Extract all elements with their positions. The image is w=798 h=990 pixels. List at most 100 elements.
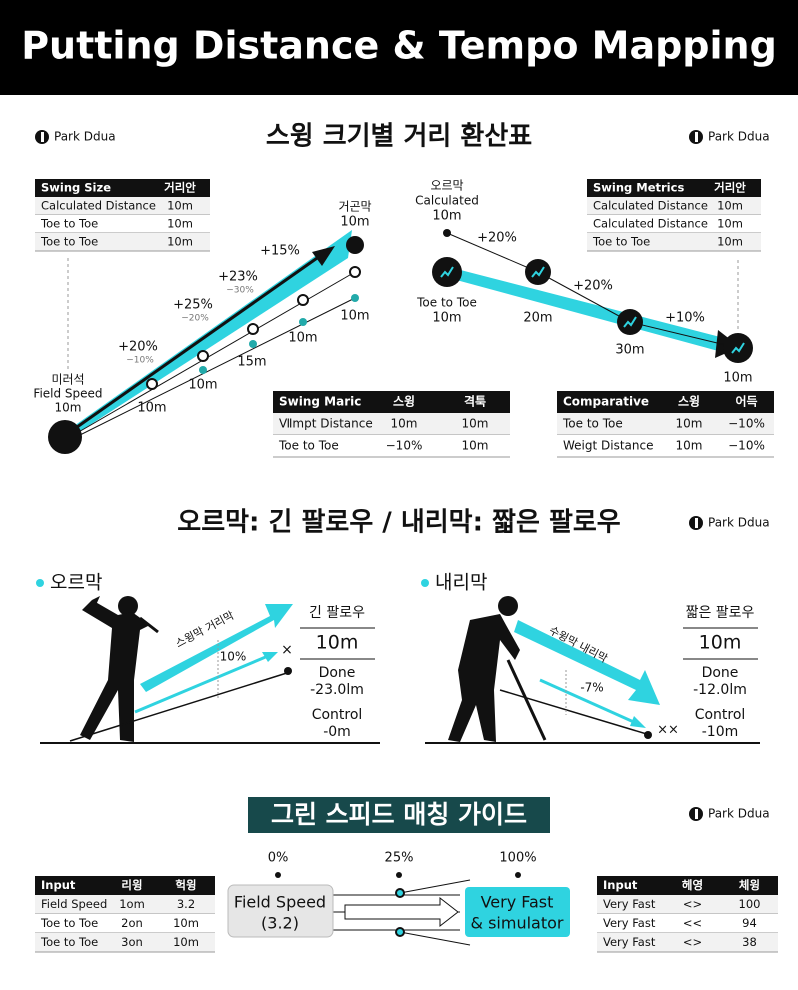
- slope: [69, 671, 291, 742]
- label: 거곤막: [338, 200, 371, 214]
- table-header: [597, 876, 778, 895]
- icon-node: [525, 259, 551, 285]
- main-arrow: [69, 254, 321, 434]
- brand-icon: [41, 132, 44, 142]
- table-cell: 1om: [119, 897, 145, 911]
- table-cell: Toe to Toe: [40, 916, 98, 930]
- thin-arrow: [539, 678, 637, 725]
- table-header-cell: Comparative: [563, 395, 649, 409]
- label: Toe to Toe: [416, 296, 477, 310]
- section-title: 그린 스피드 매칭 가이드: [271, 800, 527, 829]
- fan-line: [399, 931, 471, 946]
- table-cell: −10%: [386, 439, 423, 453]
- node: [349, 266, 361, 278]
- table-header: [35, 876, 215, 895]
- golfer-downhill: [448, 596, 547, 742]
- table-cell: 10m: [717, 217, 743, 231]
- label: 10m: [340, 215, 369, 230]
- table-cell: 10m: [173, 916, 199, 930]
- brand-icon: [695, 518, 698, 528]
- table-cell: 100: [739, 897, 761, 911]
- icon-chart: [623, 316, 637, 328]
- label: Control: [695, 707, 746, 723]
- ball: [284, 667, 292, 675]
- table-header-cell: Swing Size: [41, 181, 111, 195]
- icon-node: [617, 309, 643, 335]
- label: 10m: [316, 632, 359, 654]
- icon-chart: [440, 266, 454, 278]
- table-header-cell: Swing Metrics: [593, 181, 684, 195]
- bullet: [421, 579, 429, 587]
- table-header-cell: 격툭: [464, 394, 486, 409]
- table-header-cell: 리윙: [121, 878, 142, 892]
- table-row: [273, 413, 510, 435]
- node: [299, 318, 307, 326]
- label: +20%: [118, 340, 158, 355]
- table-cell: 94: [742, 916, 757, 930]
- table-header: [587, 179, 761, 197]
- table-header-cell: 스윙: [393, 394, 415, 409]
- side-label: 오르막: [50, 572, 102, 594]
- fan-line: [399, 879, 471, 894]
- table-cell: 10m: [462, 439, 489, 453]
- table-cell: 3on: [121, 935, 143, 949]
- label: +20%: [477, 231, 517, 246]
- table-row: [35, 895, 215, 914]
- label: 10m: [340, 309, 369, 324]
- node: [297, 294, 309, 306]
- section-title: 스윙 크기별 거리 환산표: [266, 122, 532, 152]
- label: -10m: [702, 724, 739, 740]
- label: +20%: [573, 279, 613, 294]
- table-cell: Calculated Distance: [41, 199, 156, 213]
- output-box: [465, 887, 570, 937]
- scale-dot: [275, 872, 281, 878]
- table-cell: −10%: [728, 439, 765, 453]
- table-row: [597, 895, 778, 914]
- label: 30m: [615, 343, 644, 358]
- icon-chart: [531, 266, 545, 278]
- arrow-head: [312, 246, 335, 266]
- table-cell: Toe to Toe: [40, 235, 98, 249]
- table-header-cell: 체윙: [739, 878, 760, 892]
- table-cell: Field Speed: [41, 897, 107, 911]
- table-cell: 10m: [167, 199, 193, 213]
- label: -12.0lm: [693, 682, 747, 698]
- table-cell: Toe to Toe: [40, 217, 98, 231]
- table-header-cell: Swing Maric: [279, 395, 361, 409]
- table-row: [587, 233, 761, 251]
- line-1: [629, 321, 739, 349]
- node: [249, 340, 257, 348]
- label: −30%: [226, 286, 254, 296]
- side-label: 내리막: [435, 572, 487, 594]
- arrow-head: [630, 716, 646, 728]
- table-cell: 2on: [121, 916, 143, 930]
- scale-dot: [396, 872, 402, 878]
- title-band: [248, 797, 550, 833]
- label: 15m: [237, 355, 266, 370]
- label: & simulator: [471, 914, 564, 933]
- table-cell: Very Fast: [603, 916, 656, 930]
- table-cell: <>: [683, 897, 702, 911]
- table-cell: 10m: [391, 417, 418, 431]
- label: (3.2): [261, 914, 299, 933]
- table-cell: 10m: [173, 935, 199, 949]
- icon-node: [723, 333, 753, 363]
- table-row: [597, 933, 778, 952]
- label: 10m: [55, 401, 82, 415]
- label: Field Speed: [33, 387, 102, 401]
- table-header-cell: 거리안: [164, 181, 196, 195]
- label: −10%: [126, 356, 154, 366]
- line-1: [446, 232, 539, 273]
- brand: Park Ddua: [708, 130, 770, 144]
- cyan-arrow: [140, 604, 293, 692]
- label: +10%: [665, 311, 705, 326]
- label: 10m: [432, 311, 461, 326]
- table-cell: <>: [683, 935, 702, 949]
- label: +15%: [260, 244, 300, 259]
- table-row: [35, 933, 215, 952]
- hollow-arrow: [344, 896, 459, 928]
- table-row: [597, 914, 778, 933]
- bullet: [36, 579, 44, 587]
- label: +25%: [173, 298, 213, 313]
